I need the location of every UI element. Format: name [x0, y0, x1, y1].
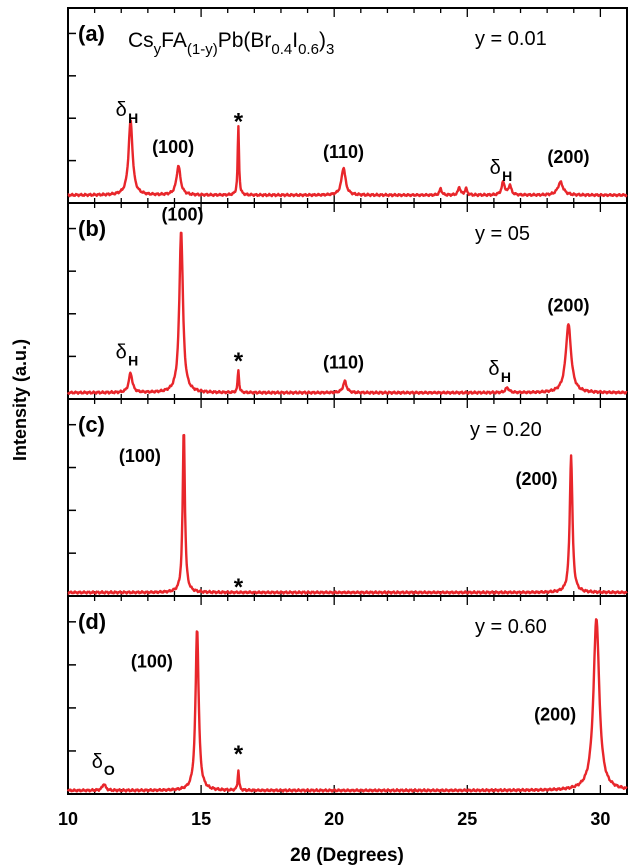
panel-label: (c)	[78, 412, 105, 437]
phase-label-subscript: O	[104, 762, 115, 778]
peak-index-label: (200)	[515, 469, 557, 489]
formula-text: Cs	[128, 29, 154, 52]
peak-index-label: (100)	[131, 652, 173, 672]
text-layer: (a) y = 0.01δ H(100)*(110)δ H(200)(b) y = 05…	[58, 21, 610, 829]
xrd-curve-4	[66, 618, 628, 793]
formula-text: I	[292, 29, 298, 52]
xrd-curve-1	[67, 119, 628, 198]
x-tick-label: 15	[191, 809, 211, 829]
phase-label: δ	[116, 99, 127, 121]
composition-value: y = 0.01	[475, 28, 547, 50]
panel-label: (b)	[78, 216, 106, 241]
peak-index-label: (200)	[547, 295, 589, 315]
x-axis-label: 2θ (Degrees)	[290, 845, 404, 866]
peak-index-label: (100)	[119, 446, 161, 466]
peak-index-label: (200)	[547, 147, 589, 167]
peak-index-label: (100)	[161, 204, 203, 224]
composition-value: y = 0.20	[470, 419, 542, 441]
impurity-marker: *	[234, 741, 244, 768]
axes-layer	[67, 7, 628, 795]
impurity-marker: *	[234, 348, 244, 375]
composition-value: y = 05	[475, 223, 530, 245]
phase-label-subscript: H	[501, 369, 511, 385]
xrd-curve-2	[66, 231, 628, 395]
composition-value: y = 0.60	[475, 616, 547, 638]
y-axis-label: Intensity (a.u.)	[10, 339, 30, 461]
phase-label-subscript: H	[502, 168, 512, 184]
panel-frame-4	[67, 595, 628, 795]
phase-label: δ	[116, 342, 127, 364]
panel-frame-3	[67, 398, 628, 597]
x-tick-label: 10	[58, 809, 78, 829]
peak-index-label: (200)	[534, 704, 576, 724]
phase-label: δ	[490, 157, 501, 179]
composition-formula: CsyFA(1-y)Pb(Br0.4I0.6)3	[128, 29, 334, 58]
formula-text: Pb(Br	[218, 29, 272, 52]
phase-label: δ	[92, 751, 103, 773]
formula-subscript: y	[154, 41, 162, 58]
formula-subscript: 0.4	[271, 41, 292, 58]
peak-index-label: (110)	[323, 142, 364, 162]
panel-label: (a)	[78, 21, 105, 46]
formula-text: FA	[161, 29, 187, 52]
curves-layer	[66, 119, 628, 793]
impurity-marker: *	[234, 574, 244, 601]
phase-label-subscript: H	[128, 353, 138, 369]
panel-label: (d)	[78, 609, 106, 634]
formula-text: )	[319, 29, 326, 52]
x-tick-label: 30	[590, 809, 610, 829]
phase-label: δ	[488, 358, 499, 380]
xrd-curve-3	[67, 433, 628, 595]
formula-subscript: 0.6	[298, 41, 319, 58]
x-tick-label: 25	[457, 809, 477, 829]
phase-label-subscript: H	[128, 110, 138, 126]
x-tick-label: 20	[324, 809, 344, 829]
peak-index-label: (110)	[323, 352, 364, 372]
formula-subscript: (1-y)	[187, 41, 218, 58]
peak-index-label: (100)	[152, 137, 194, 157]
impurity-marker: *	[234, 108, 244, 135]
formula-subscript: 3	[326, 41, 334, 58]
